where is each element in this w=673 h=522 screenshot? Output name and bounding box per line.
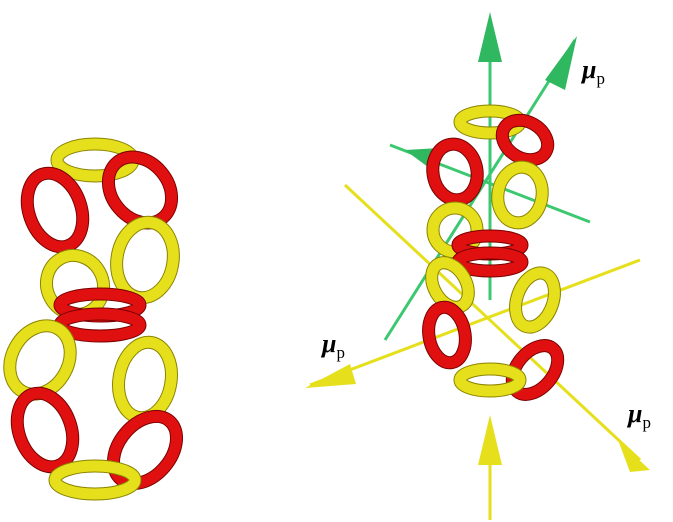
axes [305, 12, 650, 520]
label: μp [626, 399, 651, 432]
subscript: p [596, 69, 605, 88]
yellow-ring [112, 335, 178, 425]
yellow-ring [453, 362, 527, 398]
red-ring [101, 150, 179, 230]
subscript: p [642, 413, 651, 432]
right-torus-cluster [422, 104, 565, 401]
label: μp [580, 55, 605, 88]
red-ring [422, 300, 472, 370]
symbol: μ [626, 399, 642, 428]
red-ring [495, 113, 555, 167]
label: μp [320, 329, 345, 362]
left-torus-cluster [3, 137, 184, 501]
subscript: p [336, 343, 345, 362]
yellow-ring [491, 160, 549, 230]
yellow-ring [509, 266, 561, 334]
red-ring [10, 386, 80, 474]
symbol: μ [320, 329, 336, 358]
red-ring [426, 137, 484, 207]
red-ring [20, 166, 90, 254]
yellow-ring [3, 319, 77, 401]
symbol: μ [580, 55, 596, 84]
yellow-ring [425, 256, 475, 314]
red-ring [53, 307, 147, 343]
red-ring [106, 409, 184, 491]
yellow-ring [48, 459, 142, 501]
